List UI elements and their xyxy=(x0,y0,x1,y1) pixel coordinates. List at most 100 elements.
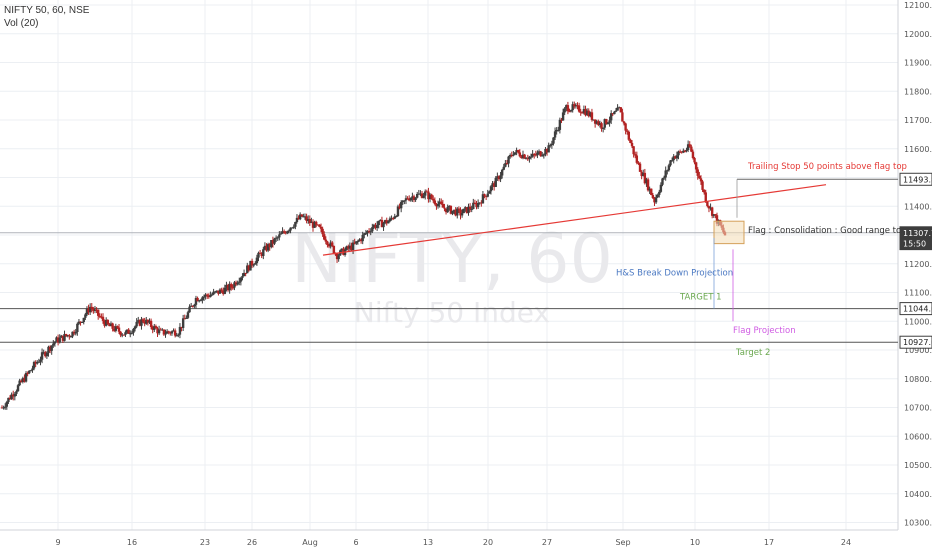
candle-body xyxy=(74,332,77,334)
candle-body xyxy=(563,108,566,113)
candle-body xyxy=(553,131,557,138)
chart-annotation[interactable]: Flag : Consolidation : Good range to acc… xyxy=(748,226,932,236)
candle-body xyxy=(249,260,252,271)
candle-body xyxy=(590,112,594,120)
candle-body xyxy=(188,306,191,313)
candle-body xyxy=(316,224,320,226)
candle-body xyxy=(436,203,440,207)
candle-body xyxy=(26,373,29,375)
y-axis-tick-label: 11200.00 xyxy=(904,260,932,269)
candle-body xyxy=(682,150,685,153)
candle-body xyxy=(715,215,719,224)
candle-body xyxy=(266,244,270,251)
price-axis-badge xyxy=(899,302,932,316)
candle-body xyxy=(609,113,613,121)
candle-body xyxy=(257,252,260,258)
candle-body xyxy=(175,335,178,337)
chart-annotation[interactable]: Target 2 xyxy=(735,348,770,358)
candle-body xyxy=(480,202,483,204)
chart-annotation[interactable]: H&S Break Down Projection xyxy=(616,268,733,278)
candle-body xyxy=(420,193,424,198)
candle-body xyxy=(5,401,9,407)
candle-body xyxy=(287,230,291,232)
candle-body xyxy=(21,378,25,383)
chart-symbol-title[interactable]: NIFTY 50, 60, NSE xyxy=(4,5,90,16)
candle-body xyxy=(624,123,627,131)
candle-body xyxy=(319,226,323,229)
candle-body xyxy=(516,150,520,153)
candle-body xyxy=(226,284,230,291)
candle-body xyxy=(419,193,422,195)
candle-body xyxy=(457,208,461,210)
candle-body xyxy=(675,155,679,159)
candle-body xyxy=(96,309,100,316)
candle-body xyxy=(327,245,331,247)
flag-consolidation-box[interactable] xyxy=(713,220,745,245)
candle-body xyxy=(72,331,76,334)
candle-body xyxy=(565,105,568,109)
candle-body xyxy=(18,380,21,386)
candle-body xyxy=(371,227,374,232)
candle-body xyxy=(377,220,380,226)
candle-body xyxy=(39,359,42,362)
x-axis-tick-label: 24 xyxy=(841,538,851,547)
candle-body xyxy=(48,346,52,351)
candle-body xyxy=(7,397,10,402)
candle-body xyxy=(491,183,494,187)
candle-body xyxy=(82,317,85,322)
y-axis-tick-label: 11100.00 xyxy=(904,289,932,298)
candle-body xyxy=(428,194,432,200)
candle-body xyxy=(162,329,166,335)
candle-body xyxy=(406,198,409,200)
candle-body xyxy=(244,272,247,274)
candle-body xyxy=(106,319,110,325)
candle-body xyxy=(539,151,542,157)
candle-body xyxy=(552,137,555,144)
candle-body xyxy=(170,331,174,334)
candle-body xyxy=(642,172,645,177)
candle-body xyxy=(282,231,286,233)
candle-body xyxy=(85,308,89,315)
chart-annotation[interactable]: Trailing Stop 50 points above flag top xyxy=(747,162,907,172)
candle-body xyxy=(638,163,642,172)
x-axis-tick-label: 27 xyxy=(542,538,552,547)
candle-body xyxy=(246,265,249,274)
candle-body xyxy=(632,146,635,155)
candle-body xyxy=(313,221,316,228)
candle-body xyxy=(614,110,618,112)
candle-body xyxy=(76,323,79,333)
x-axis-tick-label: 17 xyxy=(764,538,774,547)
candle-body xyxy=(630,142,634,147)
candle-body xyxy=(650,188,653,195)
candle-body xyxy=(549,145,552,147)
hs-neckline-trend-line[interactable] xyxy=(322,184,827,256)
chart-annotation[interactable]: TARGET 1 xyxy=(679,293,722,303)
candle-body xyxy=(626,130,629,132)
candle-body xyxy=(58,337,61,343)
candle-body xyxy=(66,335,69,337)
candle-body xyxy=(165,331,169,334)
y-axis-tick-label: 12100.00 xyxy=(904,1,932,10)
candle-body xyxy=(701,181,704,190)
chart-annotation[interactable]: Flag Projection xyxy=(733,326,796,336)
candle-body xyxy=(582,109,586,113)
price-axis-badge-label: 11044.00 xyxy=(903,305,932,314)
candle-body xyxy=(306,218,310,222)
candle-body xyxy=(611,113,614,115)
candle-body xyxy=(80,321,84,323)
candle-body xyxy=(215,290,219,292)
candle-body xyxy=(656,194,659,198)
candle-body xyxy=(268,244,271,248)
candle-body xyxy=(247,265,251,271)
candle-body xyxy=(130,332,134,334)
candle-body xyxy=(84,314,87,318)
candle-body xyxy=(356,241,360,243)
candle-body xyxy=(403,200,406,202)
volume-indicator-label[interactable]: Vol (20) xyxy=(4,18,39,29)
candle-body xyxy=(222,290,225,294)
candle-body xyxy=(348,245,352,249)
candle-body xyxy=(484,195,488,197)
candle-body xyxy=(574,105,578,107)
candle-body xyxy=(488,191,491,194)
